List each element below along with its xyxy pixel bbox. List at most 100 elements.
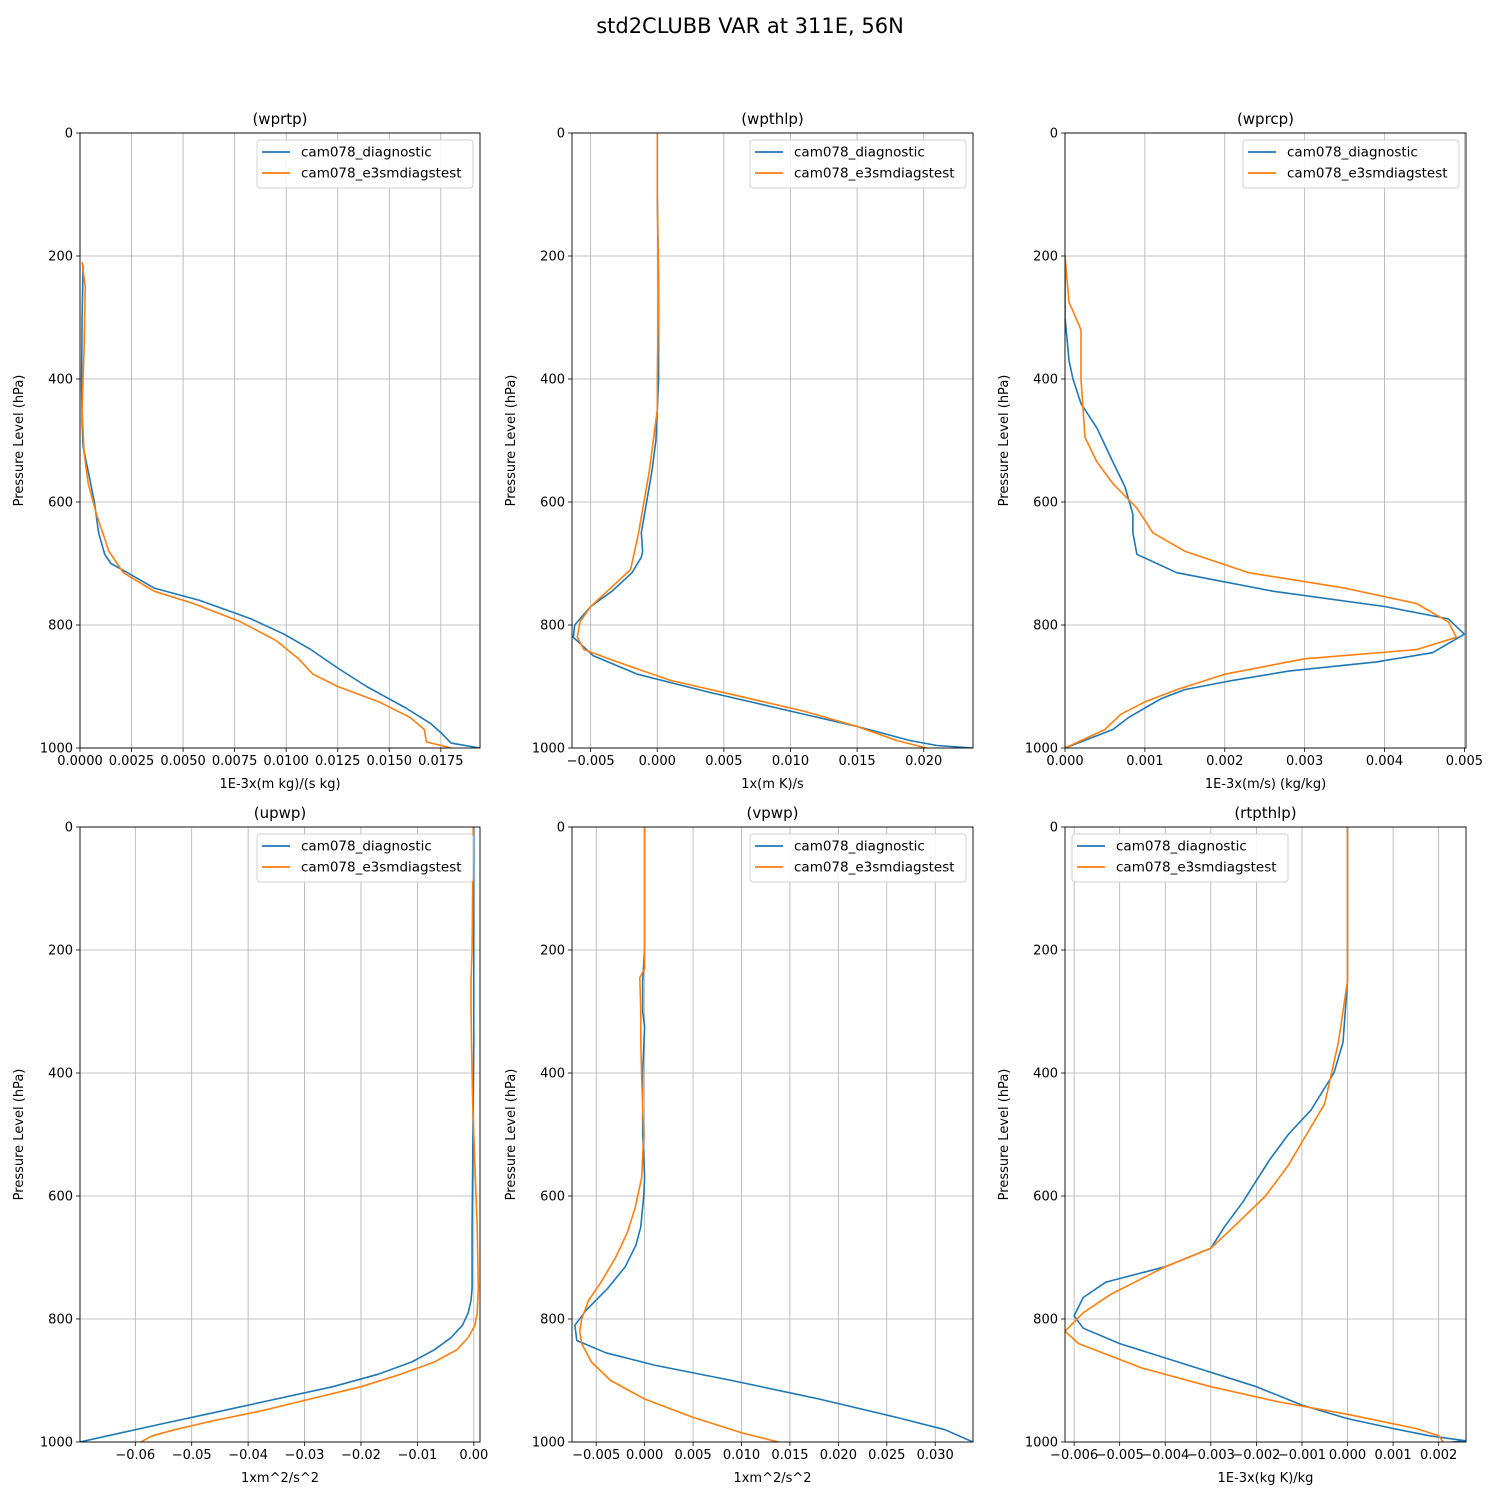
subplot-wpthlp: −0.005 0.000 0.005 0.010 0.015 0.020 0 200 400 60… [504, 110, 974, 792]
legend-label: cam078_diagnostic [794, 839, 925, 855]
axes-frame [571, 826, 974, 1443]
y-tick-label: 400 [48, 1067, 73, 1082]
x-tick-label: 0.000 [626, 1448, 663, 1463]
x-tick-label: 0.002 [1206, 754, 1243, 769]
y-tick-label: 400 [48, 373, 73, 388]
x-axis-label: 1E-3x(m/s) (kg/kg) [1205, 777, 1326, 792]
subplot-title: (wpthlp) [741, 110, 804, 128]
x-tick-label: 0.0025 [109, 754, 155, 769]
y-tick-label: 400 [540, 1067, 565, 1082]
legend-box [1071, 833, 1289, 883]
y-tick-label: 0 [557, 127, 565, 142]
legend: cam078_diagnostic cam078_e3smdiagstest [1242, 139, 1460, 189]
y-tick-label: 600 [540, 1190, 565, 1205]
x-tick-label: 0.000 [639, 754, 676, 769]
series-line-cam078_e3smdiagstest [140, 827, 480, 1442]
legend: cam078_diagnostic cam078_e3smdiagstest [749, 833, 967, 883]
y-axis-label: Pressure Level (hPa) [12, 1069, 27, 1201]
series-line-cam078_e3smdiagstest [1065, 255, 1458, 748]
x-axis-label: 1E-3x(kg K)/kg [1218, 1471, 1314, 1486]
legend-label: cam078_diagnostic [794, 145, 925, 161]
x-tick-label: −0.005 [1096, 1448, 1144, 1463]
legend-box [1242, 139, 1460, 189]
x-tick-label: 0.020 [820, 1448, 857, 1463]
y-tick-label: 1000 [40, 1436, 73, 1451]
x-tick-label: −0.006 [1050, 1448, 1098, 1463]
x-tick-label: −0.005 [567, 754, 615, 769]
x-tick-label: 0.005 [1446, 754, 1483, 769]
y-tick-label: 600 [48, 1190, 73, 1205]
series-line-cam078_e3smdiagstest [576, 133, 927, 748]
y-tick-label: 1000 [1025, 1436, 1058, 1451]
axes-frame [79, 132, 481, 749]
y-tick-label: 200 [48, 250, 73, 265]
axes-frame [571, 132, 974, 749]
y-tick-label: 200 [48, 944, 73, 959]
x-tick-label: 0.001 [1374, 1448, 1411, 1463]
x-tick-label: 0.005 [705, 754, 742, 769]
legend-box [749, 139, 967, 189]
x-tick-label: 0.000 [1046, 754, 1083, 769]
subplot-vpwp: −0.005 0.000 0.005 0.010 0.015 0.020 0.025 0.03… [504, 804, 974, 1486]
x-axis-label: 1E-3x(m kg)/(s kg) [219, 777, 340, 792]
y-tick-label: 1000 [40, 742, 73, 757]
subplot-title: (vpwp) [747, 804, 799, 822]
series-line-cam078_diagnostic [572, 133, 973, 748]
y-tick-label: 600 [540, 496, 565, 511]
x-tick-label: 0.00 [459, 1448, 488, 1463]
series-line-cam078_diagnostic [1073, 827, 1466, 1442]
axes-frame [1064, 132, 1467, 749]
x-tick-label: 0.030 [917, 1448, 954, 1463]
y-tick-label: 200 [540, 250, 565, 265]
legend-label: cam078_diagnostic [1287, 145, 1418, 161]
x-tick-label: 0.0125 [315, 754, 361, 769]
series-line-cam078_e3smdiagstest [1065, 827, 1444, 1442]
legend-label: cam078_diagnostic [301, 839, 432, 855]
x-tick-label: −0.002 [1232, 1448, 1280, 1463]
legend-label: cam078_diagnostic [1116, 839, 1247, 855]
x-tick-label: 0.010 [723, 1448, 760, 1463]
x-tick-label: 0.004 [1366, 754, 1403, 769]
y-axis-label: Pressure Level (hPa) [504, 1069, 519, 1201]
x-tick-label: 0.0050 [160, 754, 206, 769]
x-tick-label: 0.0150 [367, 754, 413, 769]
y-tick-label: 1000 [532, 1436, 565, 1451]
y-tick-label: 0 [557, 821, 565, 836]
legend: cam078_diagnostic cam078_e3smdiagstest [749, 139, 967, 189]
y-tick-label: 800 [48, 1313, 73, 1328]
x-tick-label: 0.002 [1420, 1448, 1457, 1463]
y-tick-label: 0 [1050, 127, 1058, 142]
x-tick-label: −0.01 [397, 1448, 437, 1463]
x-tick-label: −0.05 [172, 1448, 212, 1463]
y-axis-label: Pressure Level (hPa) [504, 375, 519, 507]
y-axis-label: Pressure Level (hPa) [997, 375, 1012, 507]
y-tick-label: 600 [1033, 1190, 1058, 1205]
y-tick-label: 0 [1050, 821, 1058, 836]
x-tick-label: 0.025 [868, 1448, 905, 1463]
x-tick-label: −0.06 [115, 1448, 155, 1463]
series-line-cam078_diagnostic [80, 265, 480, 748]
x-axis-label: 1x(m K)/s [741, 777, 804, 792]
y-tick-label: 800 [540, 619, 565, 634]
subplot-wprtp: 0.0000 0.0025 0.0050 0.0075 0.0100 0.0125 0.01… [12, 110, 481, 792]
subplot-rtpthlp: −0.006−0.005−0.004−0.003−0.002−0.001 0.00… [997, 804, 1467, 1486]
y-axis-label: Pressure Level (hPa) [12, 375, 27, 507]
y-tick-label: 400 [540, 373, 565, 388]
subplot-title: (wprtp) [252, 110, 307, 128]
axes-frame [1064, 826, 1467, 1443]
x-tick-label: −0.004 [1141, 1448, 1189, 1463]
x-tick-label: 0.0100 [263, 754, 309, 769]
x-tick-label: −0.001 [1278, 1448, 1326, 1463]
x-axis-label: 1xm^2/s^2 [241, 1471, 319, 1486]
series-line-cam078_e3smdiagstest [578, 827, 779, 1442]
legend-label: cam078_e3smdiagstest [301, 166, 462, 182]
x-tick-label: −0.02 [341, 1448, 381, 1463]
x-tick-label: 0.005 [674, 1448, 711, 1463]
legend-label: cam078_e3smdiagstest [301, 860, 462, 876]
x-tick-label: 0.000 [1329, 1448, 1366, 1463]
legend-label: cam078_e3smdiagstest [1116, 860, 1277, 876]
x-tick-label: 0.0075 [212, 754, 258, 769]
y-tick-label: 200 [540, 944, 565, 959]
y-tick-label: 600 [48, 496, 73, 511]
